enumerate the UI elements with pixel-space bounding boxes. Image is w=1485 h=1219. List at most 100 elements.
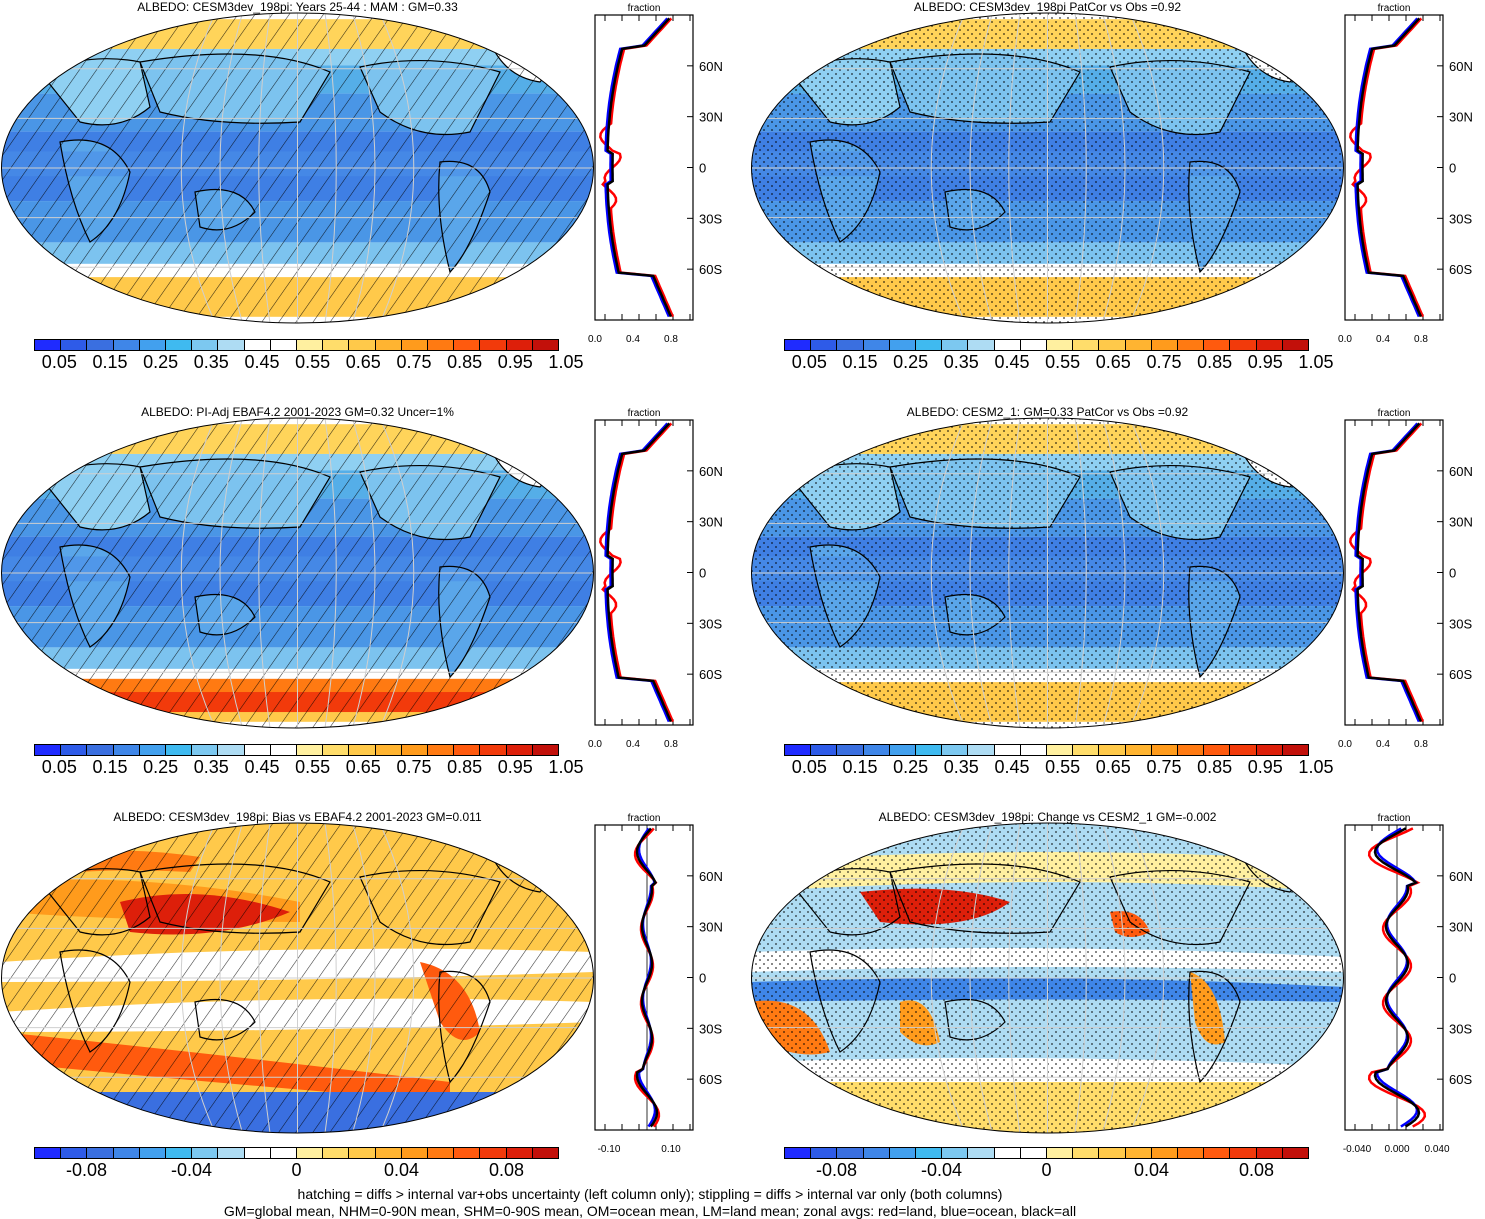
- colorbar-swatch: [139, 340, 167, 350]
- colorbar-swatch: [1282, 1148, 1309, 1158]
- zonal-ocean-curve: [1354, 17, 1421, 318]
- zonal-all-curve: [606, 17, 673, 318]
- colorbar-tick-label: 0.15: [842, 757, 878, 777]
- map-panel-1: [1, 12, 594, 324]
- colorbar-swatch: [1020, 745, 1048, 755]
- lat-tick-label: 60N: [1449, 464, 1473, 479]
- panel-title-3: ALBEDO: PI-Adj EBAF4.2 2001-2023 GM=0.32…: [141, 405, 454, 419]
- x-tick-label: 0.8: [1414, 739, 1428, 750]
- longitude-line: [930, 418, 966, 728]
- longitude-line: [1102, 823, 1126, 1133]
- lat-tick-label: 0: [1449, 971, 1456, 986]
- colorbar-swatch: [837, 1148, 864, 1158]
- colorbar-swatch: [61, 340, 88, 350]
- lat-tick-label: 0: [699, 161, 706, 176]
- colorbar-swatch: [297, 340, 324, 350]
- footer-note-hatching: hatching = diffs > internal var+obs unce…: [297, 1186, 1003, 1202]
- zonal-plot-5: fraction 60N 30N 0 30S 60S -0.10 0.10: [594, 813, 723, 1155]
- colorbar-swatch: [166, 745, 193, 755]
- footer-note-abbreviations: GM=global mean, NHM=0-90N mean, SHM=0-90…: [223, 1203, 1077, 1219]
- colorbar-tick-label: 0.35: [943, 757, 979, 777]
- x-tick-label: 0.10: [661, 1144, 681, 1155]
- colorbar-swatch: [1073, 340, 1100, 350]
- map-panel-6: [751, 822, 1344, 1134]
- colorbar-swatch: [1020, 1148, 1048, 1158]
- lat-tick-label: 30N: [699, 110, 723, 125]
- longitude-line: [1074, 418, 1087, 728]
- map-panel-4: [751, 417, 1344, 729]
- colorbar-swatch: [1204, 1148, 1231, 1158]
- colorbar-swatch: [113, 1148, 140, 1158]
- colorbar-tick-label: 0.65: [345, 757, 381, 777]
- map-border: [751, 12, 1344, 324]
- lat-tick-label: 30S: [699, 616, 722, 631]
- map-border: [1, 822, 594, 1134]
- colorbar-swatch: [323, 745, 350, 755]
- colorbar-swatch: [454, 745, 481, 755]
- colorbar-swatch: [401, 340, 429, 350]
- colorbar-tick-label: 1.05: [1298, 757, 1334, 777]
- longitude-line: [1074, 823, 1087, 1133]
- colorbar-abs-3: [34, 744, 559, 756]
- lat-tick-label: 30N: [1449, 515, 1473, 530]
- colorbar-swatch: [1230, 340, 1257, 350]
- colorbar-swatch: [1099, 745, 1126, 755]
- longitude-line: [1129, 13, 1165, 323]
- colorbar-tick-label: 0.95: [1247, 757, 1283, 777]
- colorbar-tick-label: 0.75: [396, 352, 432, 372]
- colorbar-swatch: [889, 1148, 917, 1158]
- longitude-line: [219, 823, 243, 1133]
- panel-title-5: ALBEDO: CESM3dev_198pi: Bias vs EBAF4.2 …: [113, 810, 482, 824]
- colorbar-swatch: [994, 1148, 1021, 1158]
- colorbar-tick-label: 0.35: [193, 352, 229, 372]
- colorbar-tick-label: 0.65: [1095, 352, 1131, 372]
- colorbar-swatch: [1230, 1148, 1257, 1158]
- longitude-line: [352, 823, 376, 1133]
- map-border: [751, 417, 1344, 729]
- colorbar-swatch: [968, 745, 995, 755]
- colorbar-swatch: [1047, 1148, 1074, 1158]
- colorbar-tick-label: 0.08: [488, 1160, 525, 1180]
- zonal-all-curve: [1356, 422, 1423, 723]
- colorbar-swatch: [139, 1148, 167, 1158]
- zonal-header: fraction: [628, 813, 661, 824]
- lat-tick-label: 30N: [699, 515, 723, 530]
- colorbar-tick-label: 0.85: [1197, 757, 1233, 777]
- zonal-all-curve: [1373, 827, 1421, 1128]
- longitude-line: [180, 13, 216, 323]
- zonal-header: fraction: [628, 408, 661, 419]
- colorbar-swatch: [811, 1148, 838, 1158]
- colorbar-tick-label: 0.75: [396, 757, 432, 777]
- map-field: [751, 418, 1344, 728]
- colorbar-swatch: [61, 745, 88, 755]
- colorbar-tick-label: 0.25: [143, 757, 179, 777]
- longitude-line: [1102, 418, 1126, 728]
- colorbar-swatch: [532, 340, 559, 350]
- colorbar-tick-label: 0.55: [1045, 352, 1081, 372]
- colorbar-tick-label: 0: [291, 1160, 302, 1180]
- x-tick-label: 0.0: [588, 739, 602, 750]
- colorbar-swatch: [863, 745, 890, 755]
- lat-tick-label: 0: [1449, 161, 1456, 176]
- lat-tick-label: 60S: [1449, 1072, 1472, 1087]
- colorbar-swatch: [401, 1148, 429, 1158]
- colorbar-swatch: [1230, 745, 1257, 755]
- panel-title-6: ALBEDO: CESM3dev_198pi: Change vs CESM2_…: [878, 810, 1217, 824]
- longitude-line: [1129, 823, 1165, 1133]
- longitude-line: [324, 13, 337, 323]
- lat-tick-label: 60N: [1449, 869, 1473, 884]
- x-tick-label: 0.4: [1376, 739, 1390, 750]
- colorbar-swatch: [1047, 745, 1074, 755]
- colorbar-swatch: [811, 340, 838, 350]
- lat-tick-label: 30S: [1449, 1021, 1472, 1036]
- lat-tick-label: 60N: [1449, 59, 1473, 74]
- colorbar-swatch: [837, 340, 864, 350]
- map-field: [1, 823, 594, 1133]
- colorbar-swatch: [1151, 340, 1179, 350]
- longitude-line: [1129, 418, 1165, 728]
- colorbar-tick-label: 0.55: [295, 757, 331, 777]
- longitude-line: [180, 418, 216, 728]
- colorbar-swatch: [87, 340, 114, 350]
- x-tick-label: 0.8: [664, 739, 678, 750]
- colorbar-tick-label: 0.75: [1146, 757, 1182, 777]
